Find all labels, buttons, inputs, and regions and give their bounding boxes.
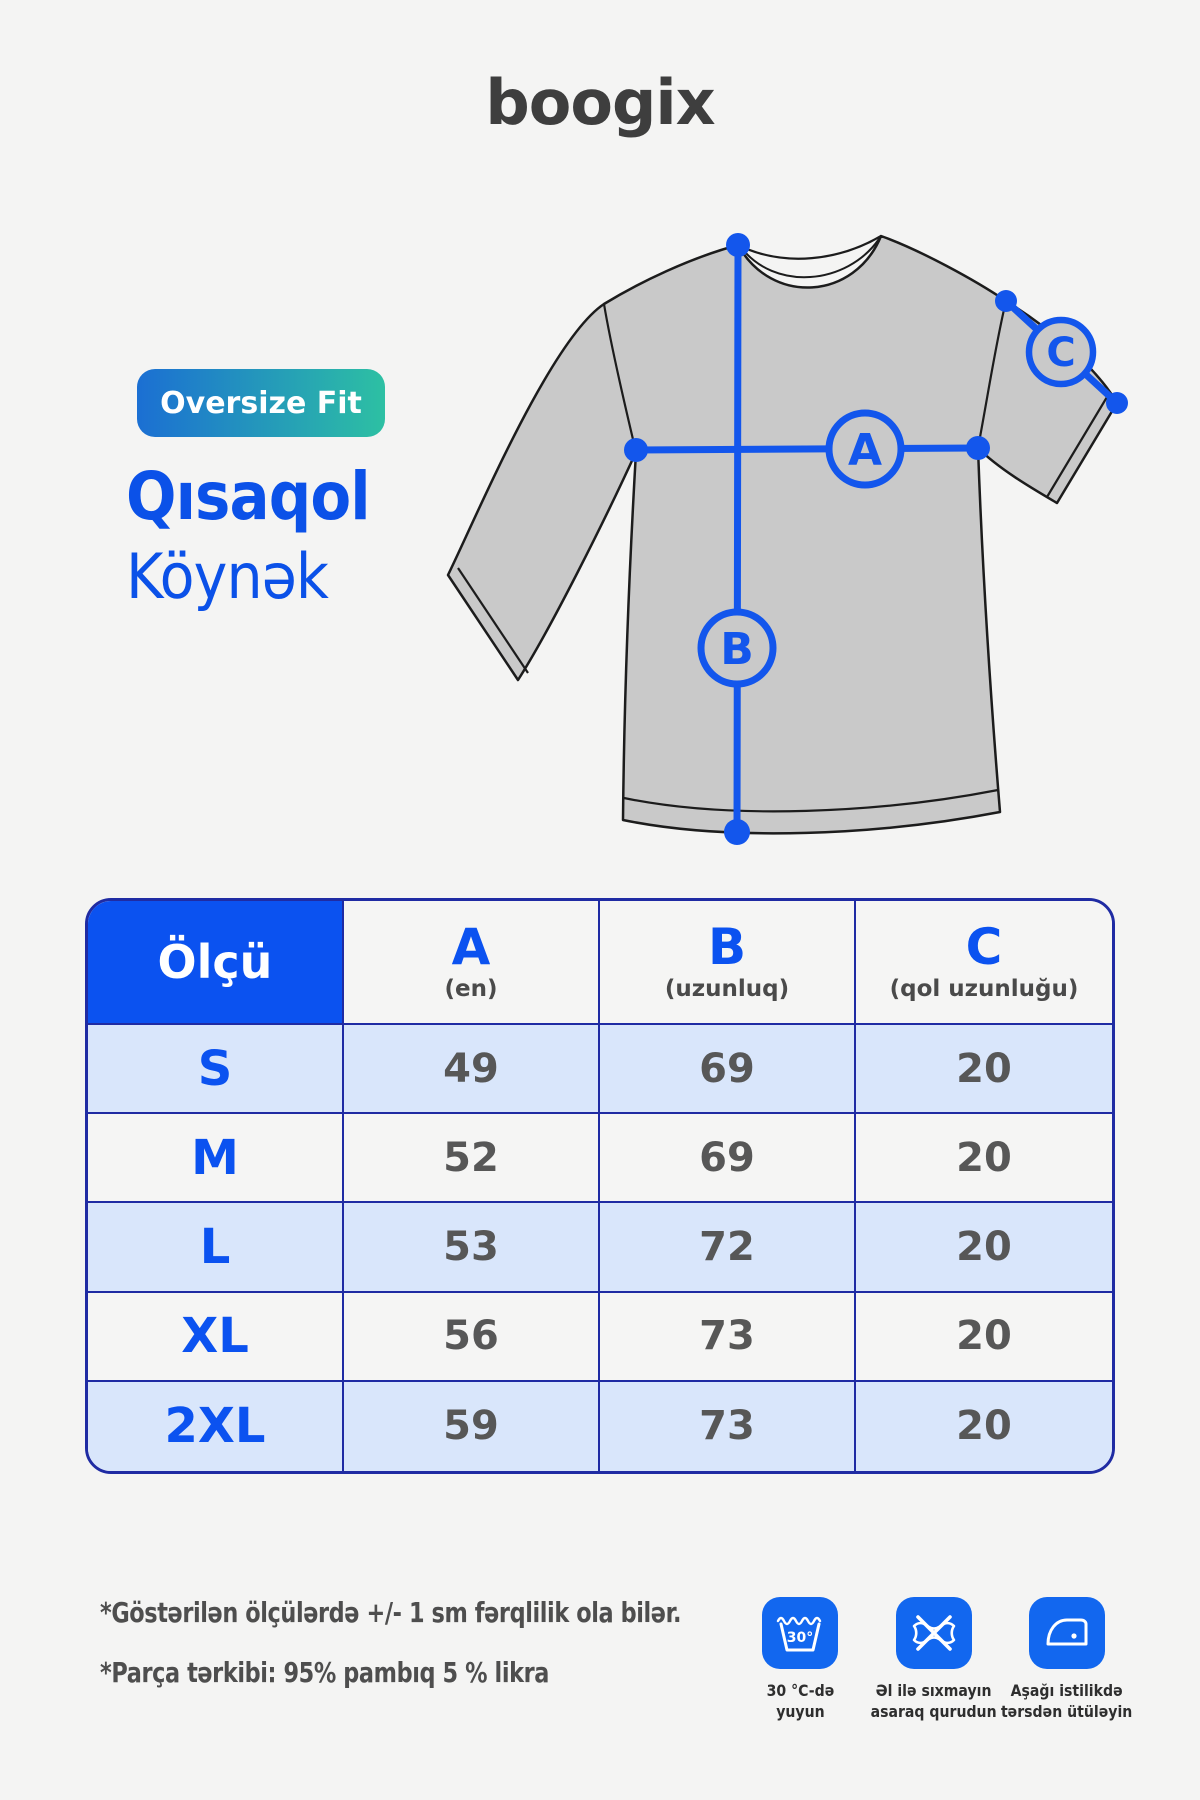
- measure-line-b: [733, 241, 742, 836]
- table-row-l-a: 53: [344, 1203, 600, 1293]
- care-item-wash: 30° 30 °C-də yuyun: [715, 1597, 885, 1723]
- table-row-2xl-a: 59: [344, 1381, 600, 1471]
- table-row-l-b: 72: [600, 1203, 856, 1293]
- brand-logo: boogix: [485, 66, 715, 139]
- care-label-no-wring: Əl ilə sıxmayın asaraq qurudun: [870, 1681, 998, 1721]
- table-row-2xl-b: 73: [600, 1381, 856, 1471]
- table-row-s-size: S: [88, 1025, 344, 1115]
- care-label-iron: Aşağı istilikdə tərsdən ütüləyin: [1001, 1681, 1133, 1721]
- care-item-no-wring: Əl ilə sıxmayın asaraq qurudun: [849, 1597, 1019, 1723]
- size-table-header-size: Ölçü: [88, 901, 344, 1025]
- header-sub-a: (en): [444, 976, 498, 1002]
- fit-badge-label: Oversize Fit: [160, 385, 362, 421]
- header-letter-c: C: [965, 918, 1003, 976]
- measure-line-a: [632, 444, 982, 454]
- table-row-s-c: 20: [856, 1025, 1112, 1115]
- footnote-fabric: *Parça tərkibi: 95% pambıq 5 % likra: [100, 1656, 549, 1689]
- iron-low-icon: [1029, 1597, 1105, 1669]
- care-label-wash: 30 °C-də yuyun: [766, 1681, 834, 1721]
- size-table-header-a: A (en): [344, 901, 600, 1025]
- wash-temp-text: 30°: [787, 1630, 813, 1646]
- measurement-label-a: A: [825, 409, 905, 489]
- table-row-s-b: 69: [600, 1025, 856, 1115]
- header-letter-b: B: [707, 918, 747, 976]
- no-wring-icon: [896, 1597, 972, 1669]
- wash-30-icon: 30°: [762, 1597, 838, 1669]
- table-row-s-a: 49: [344, 1025, 600, 1115]
- header-letter-a: A: [451, 918, 491, 976]
- table-row-m-b: 69: [600, 1114, 856, 1204]
- label-c-text: C: [1046, 330, 1075, 376]
- label-a-text: A: [848, 425, 882, 476]
- care-item-iron: Aşağı istilikdə tərsdən ütüləyin: [982, 1597, 1152, 1723]
- size-table-header-c: C (qol uzunluğu): [856, 901, 1112, 1025]
- table-row-m-c: 20: [856, 1114, 1112, 1204]
- product-title-line2: Köynək: [126, 540, 329, 613]
- product-title-line1: Qısaqol: [126, 458, 371, 535]
- tshirt-measurement-diagram: A B C: [446, 233, 1128, 845]
- table-row-l-c: 20: [856, 1203, 1112, 1293]
- footnote-tolerance: *Göstərilən ölçülərdə +/- 1 sm fərqlilik…: [100, 1596, 682, 1629]
- table-row-xl-a: 56: [344, 1292, 600, 1382]
- table-row-xl-c: 20: [856, 1292, 1112, 1382]
- size-table: Ölçü A (en) B (uzunluq) C (qol uzunluğu)…: [85, 898, 1115, 1474]
- table-row-m-size: M: [88, 1114, 344, 1204]
- header-sub-b: (uzunluq): [664, 976, 790, 1002]
- table-row-xl-size: XL: [88, 1292, 344, 1382]
- fit-badge: Oversize Fit: [137, 369, 385, 437]
- tshirt-shape: [446, 234, 1119, 835]
- measurement-label-c: C: [1025, 316, 1097, 388]
- header-sub-c: (qol uzunluğu): [889, 976, 1079, 1002]
- table-row-2xl-size: 2XL: [88, 1381, 344, 1471]
- table-row-m-a: 52: [344, 1114, 600, 1204]
- table-row-l-size: L: [88, 1203, 344, 1293]
- size-table-header-b: B (uzunluq): [600, 901, 856, 1025]
- table-row-xl-b: 73: [600, 1292, 856, 1382]
- measurement-dots: [624, 233, 1128, 845]
- label-b-text: B: [720, 624, 754, 675]
- table-row-2xl-c: 20: [856, 1381, 1112, 1471]
- measurement-label-b: B: [697, 608, 777, 688]
